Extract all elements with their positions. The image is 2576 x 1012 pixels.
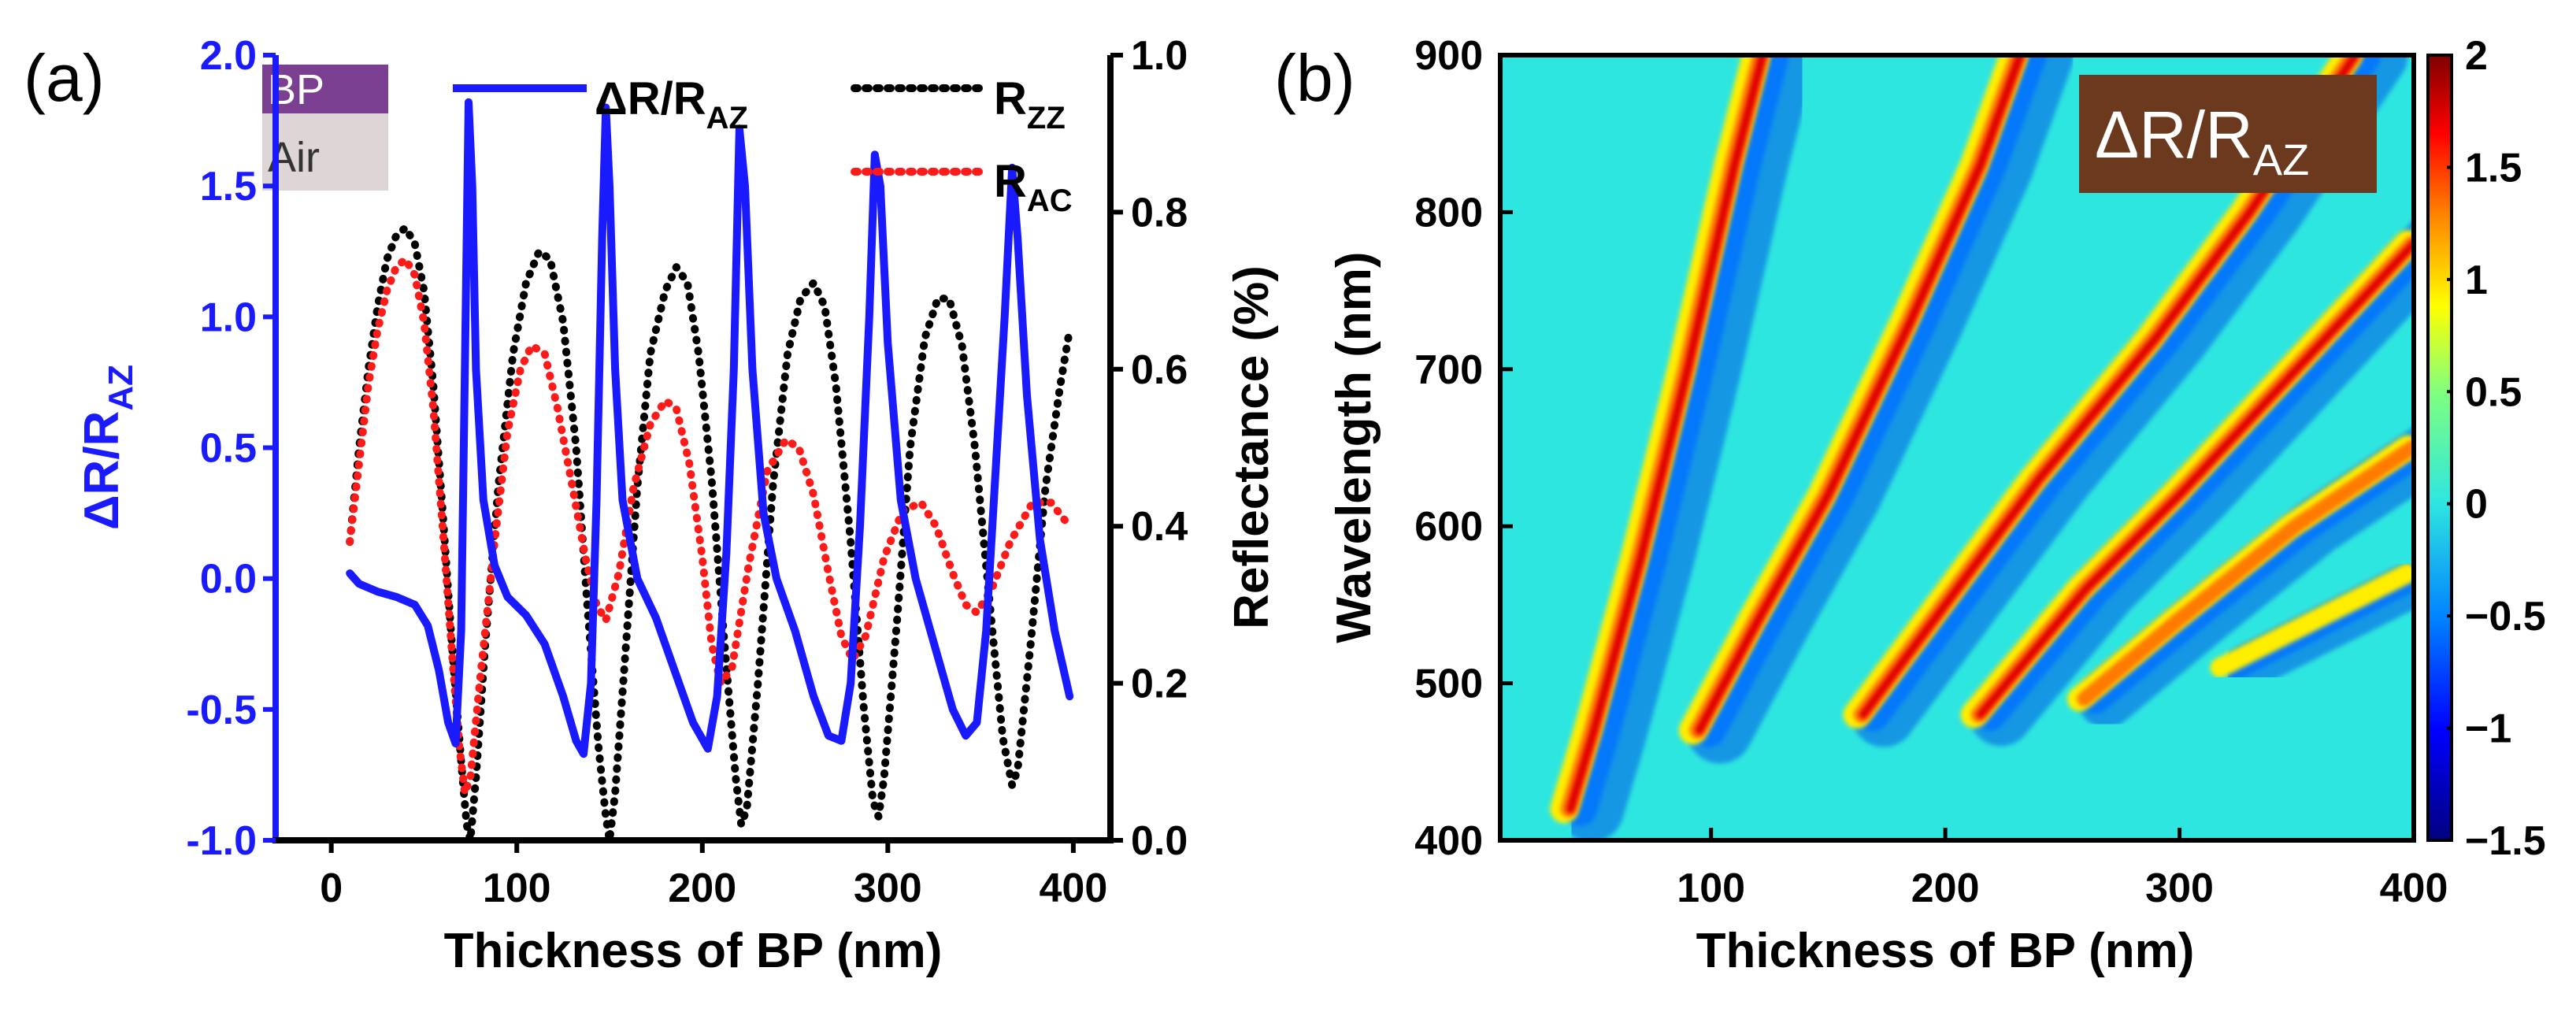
panel-a-ytick-right-label: 0.6 [1131,347,1188,393]
colorbar-tick-label: 0 [2465,482,2488,528]
heatmap-bands [1550,55,2414,840]
panel-a-xtick-label: 200 [668,866,736,911]
colorbar-tick-label: −1.5 [2465,818,2546,864]
panel-a-ytick-right-label: 0.4 [1131,504,1188,550]
heatmap-band-1 [1562,55,1789,826]
colorbar-tick-label: 1.5 [2465,145,2522,191]
heatmap-frame [1498,53,2416,843]
panel-a-ytick-left-label: 0.0 [200,557,257,602]
panel-b-xtick-label: 200 [1911,866,1980,911]
heatmap-title: ΔR/RAZ [2095,98,2309,184]
panel-b-ylabel: Wavelength (nm) [1327,251,1381,643]
heatmap-band-4 [1976,239,2414,719]
legend-label-rzz: RZZ [994,73,1066,135]
colorbar-tick-label: −0.5 [2465,594,2546,639]
panel-a-legend: ΔR/RAZ RZZ RAC [453,73,1073,218]
colorbar [2426,54,2453,842]
panel-a-ytick-left-label: 0.5 [200,426,257,472]
panel-b-ticks: 100 200 300 400 400 500 600 700 800 900 [1414,33,2448,911]
colorbar-tick-label: 2 [2465,33,2488,79]
colorbar-tick-label: −1 [2465,706,2511,752]
inset-air-box [262,113,388,191]
panel-a-xtick-label: 300 [854,866,922,911]
panel-b-xtick-label: 400 [2380,866,2448,911]
series-line--r-r-az [346,98,1074,758]
legend-label-drdaz: ΔR/RAZ [595,73,748,135]
panel-b-ytick-label: 700 [1414,347,1483,393]
series-line-r-zz [346,224,1074,840]
colorbar-ticks: 2 1.5 1 0.5 0 −0.5 −1 −1.5 [2447,33,2546,864]
panel-b-ytick-label: 900 [1414,33,1483,79]
panel-b-ytick-label: 500 [1414,662,1483,707]
panel-b-label: (b) [1274,41,1355,115]
panel-a-ylabel-left: ΔR/RAZ [75,365,140,530]
panel-a-xtick-label: 100 [483,866,551,911]
panel-b-xtick-label: 300 [2145,866,2214,911]
heatmap-band-1 [1566,55,1767,814]
panel-a-ytick-left-label: 1.0 [200,295,257,340]
heatmap-band-5 [2077,440,2414,706]
panel-a-ytick-right-label: 1.0 [1131,33,1188,79]
colorbar-tick-label: 1 [2465,258,2488,303]
panel-a-chart: (a) BP Air 0 100 200 300 400 -1.0 -0.5 0.0 0.5 1.… [24,33,1279,978]
panel-b-ytick-label: 800 [1414,190,1483,235]
panel-a-ticks: 0 100 200 300 400 -1.0 -0.5 0.0 0.5 1.0 1.5 2.0 0.0 0… [186,33,1188,911]
panel-a-xlabel: Thickness of BP (nm) [444,924,943,978]
panel-a-ylabel-right: Reflectance (%) [1225,265,1279,629]
colorbar-tick-label: 0.5 [2465,369,2522,415]
legend-label-rac: RAC [994,156,1073,218]
panel-a-series [346,98,1074,840]
panel-a-ytick-right-label: 0.0 [1131,818,1188,864]
heatmap-title-bg [2079,75,2377,193]
panel-a-ytick-left-label: 1.5 [200,164,257,209]
panel-a-ytick-right-label: 0.8 [1131,190,1188,235]
inset-bp-box [262,65,388,113]
panel-a-ytick-right-label: 0.2 [1131,662,1188,707]
panel-b-ytick-label: 600 [1414,504,1483,550]
panel-b-chart: (b) 100 200 300 400 400 500 600 700 800 900 ΔR/RA… [1274,33,2546,978]
heatmap-band-6 [2210,563,2414,678]
heatmap-band-2 [1695,55,2025,735]
panel-a-ytick-left-label: -1.0 [186,818,257,864]
panel-a-ytick-left-label: 2.0 [200,33,257,79]
panel-b-xtick-label: 100 [1677,866,1745,911]
inset-layer-diagram: BP Air [262,65,388,191]
panel-a-xtick-label: 0 [320,866,343,911]
panel-b-xlabel: Thickness of BP (nm) [1696,924,2195,978]
heatmap-title-box: ΔR/RAZ [2079,75,2377,193]
panel-a-xtick-label: 400 [1040,866,1108,911]
panel-a-ytick-left-label: -0.5 [186,688,257,733]
panel-b-ytick-label: 400 [1414,818,1483,864]
panel-a-label: (a) [24,41,105,115]
series-line-r-ac [346,255,1074,798]
